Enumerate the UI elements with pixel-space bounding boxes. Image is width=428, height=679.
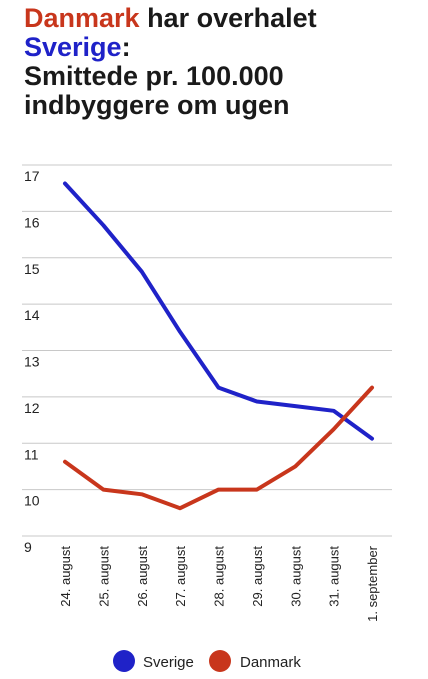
- y-tick-label: 9: [24, 539, 32, 555]
- legend-marker-danmark: [209, 650, 231, 672]
- title-line-indbyggere: indbyggere om ugen: [24, 90, 290, 120]
- x-axis-ticks: 24. august 25. august 26. august 27. august…: [58, 545, 380, 622]
- legend-marker-sverige: [113, 650, 135, 672]
- y-tick-label: 10: [24, 493, 40, 509]
- grid-lines: [22, 164, 392, 537]
- x-tick-label: 31. august: [327, 546, 342, 607]
- y-axis-ticks: 17 16 15 14 13 12 11 10 9: [24, 168, 40, 555]
- title-overhalet: har overhalet: [139, 3, 317, 33]
- y-tick-label: 14: [24, 307, 40, 323]
- x-tick-label: 1. september: [365, 545, 380, 622]
- x-tick-label: 25. august: [96, 546, 111, 607]
- y-tick-label: 12: [24, 400, 40, 416]
- y-tick-label: 17: [24, 168, 40, 184]
- y-tick-label: 16: [24, 214, 40, 230]
- y-tick-label: 11: [24, 446, 39, 462]
- x-tick-label: 29. august: [250, 546, 265, 607]
- x-tick-label: 27. august: [173, 546, 188, 607]
- series-lines: [63, 181, 374, 511]
- title-danmark: Danmark: [24, 3, 140, 33]
- series-line-danmark: [63, 385, 374, 511]
- chart-title: Danmark har overhalet Sverige: Smittede …: [24, 4, 414, 120]
- x-tick-label: 28. august: [212, 546, 227, 607]
- x-tick-label: 30. august: [288, 546, 303, 607]
- legend-label-danmark: Danmark: [240, 654, 301, 671]
- legend-label-sverige: Sverige: [143, 654, 194, 671]
- title-colon: :: [121, 32, 131, 62]
- x-tick-label: 24. august: [58, 546, 73, 607]
- legend: Sverige Danmark: [113, 650, 301, 672]
- y-tick-label: 15: [24, 261, 40, 277]
- y-tick-label: 13: [24, 354, 40, 370]
- series-line-sverige: [63, 181, 374, 441]
- title-sverige: Sverige: [24, 32, 122, 62]
- title-line-smittede: Smittede pr. 100.000: [24, 61, 284, 91]
- x-tick-label: 26. august: [135, 546, 150, 607]
